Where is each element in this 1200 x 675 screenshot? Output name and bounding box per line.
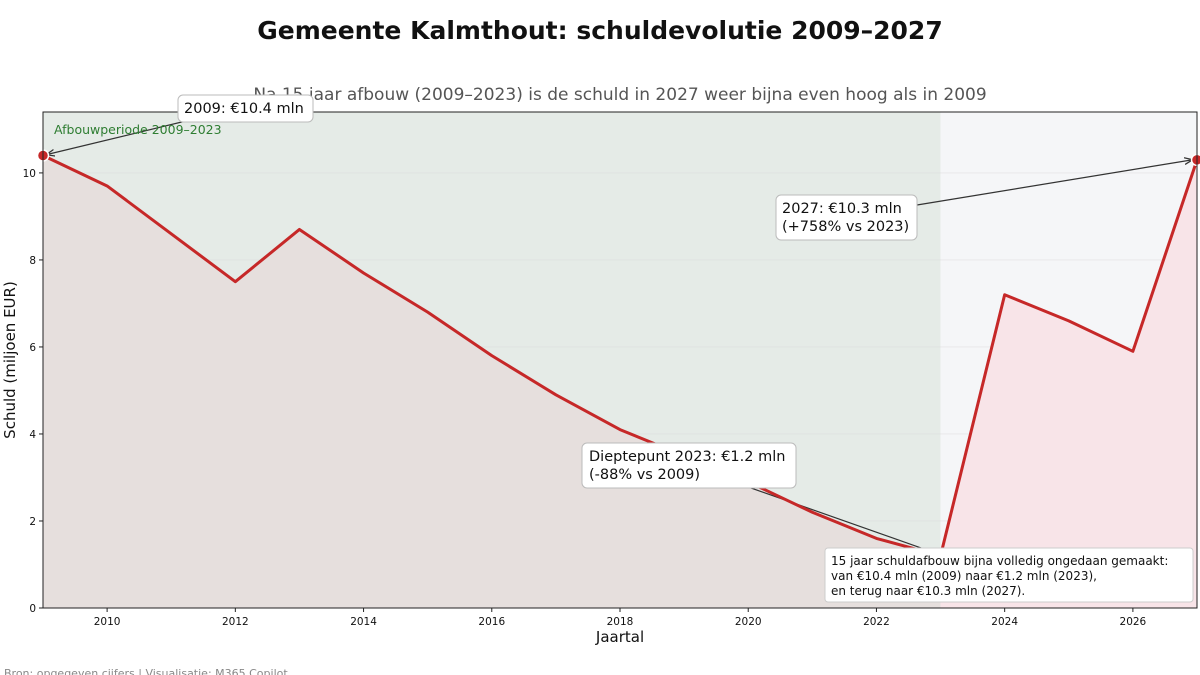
- x-tick-label: 2012: [222, 616, 249, 628]
- y-tick-label: 8: [29, 255, 36, 267]
- x-tick-label: 2010: [94, 616, 121, 628]
- annotation-end-line-2: (+758% vs 2023): [782, 219, 909, 235]
- y-tick-label: 10: [23, 168, 36, 180]
- annotation-summary-line-1: 15 jaar schuldafbouw bijna volledig onge…: [831, 554, 1168, 568]
- x-tick-label: 2014: [350, 616, 377, 628]
- x-axis: 2010 2012 2014 2016 2018 2020 2022 2024 2026: [94, 608, 1147, 628]
- annotation-end-box: [775, 194, 918, 241]
- area-fill-rise: [940, 159, 1197, 608]
- x-tick-label: 2018: [607, 616, 634, 628]
- x-tick-label: 2016: [478, 616, 505, 628]
- annotation-start-box: [177, 94, 314, 123]
- area-fill-decline: [43, 155, 941, 608]
- chart-subtitle: Na 15 jaar afbouw (2009–2023) is de schu…: [253, 85, 986, 105]
- annotation-start: 2009: €10.4 mln: [177, 94, 314, 123]
- annotation-start-text: 2009: €10.4 mln: [184, 101, 304, 117]
- annotation-low-line-2: (-88% vs 2009): [589, 467, 700, 483]
- annotation-summary-box: [824, 547, 1194, 603]
- annotation-low-line-1: Dieptepunt 2023: €1.2 mln: [589, 449, 785, 465]
- annotation-end: 2027: €10.3 mln (+758% vs 2023): [775, 194, 918, 241]
- y-tick-label: 0: [29, 603, 36, 615]
- x-tick-label: 2022: [863, 616, 890, 628]
- y-axis: 0 2 4 6 8 10: [23, 168, 43, 615]
- y-tick-label: 2: [29, 516, 36, 528]
- annotation-end-line-1: 2027: €10.3 mln: [782, 201, 902, 217]
- annotation-low: Dieptepunt 2023: €1.2 mln (-88% vs 2009): [581, 442, 797, 489]
- data-point-2027: [1190, 153, 1200, 167]
- annotation-low-box: [581, 442, 797, 489]
- annotation-summary-line-2: van €10.4 mln (2009) naar €1.2 mln (2023…: [831, 569, 1097, 583]
- x-axis-label: Jaartal: [595, 628, 644, 646]
- x-tick-label: 2020: [735, 616, 762, 628]
- annotation-summary-line-3: en terug naar €10.3 mln (2027).: [831, 584, 1025, 598]
- series-line: [42, 154, 1199, 558]
- shade-region-label: Afbouwperiode 2009–2023: [54, 122, 222, 137]
- leader-start: [47, 119, 191, 155]
- y-tick-label: 4: [29, 429, 36, 441]
- y-tick-label: 6: [29, 342, 36, 354]
- x-tick-label: 2024: [991, 616, 1018, 628]
- source-note: Bron: opgegeven cijfers | Visualisatie: …: [4, 667, 288, 675]
- annotation-summary: 15 jaar schuldafbouw bijna volledig onge…: [824, 547, 1194, 603]
- y-axis-label: Schuld (miljoen EUR): [1, 281, 19, 439]
- x-tick-label: 2026: [1120, 616, 1147, 628]
- leader-end: [916, 160, 1192, 206]
- plot-area: Afbouwperiode 2009–2023: [36, 111, 1200, 609]
- chart-title: Gemeente Kalmthout: schuldevolutie 2009–…: [257, 16, 942, 45]
